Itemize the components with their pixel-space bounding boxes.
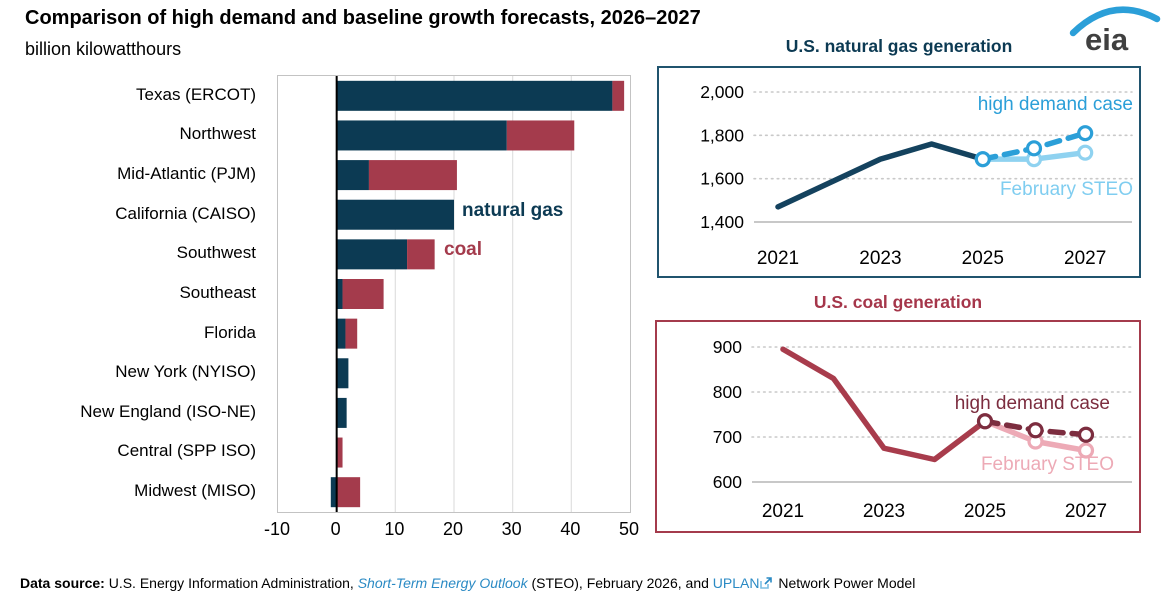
bar-category-label: New York (NYISO) <box>115 362 256 382</box>
regional-bar-chart <box>277 75 631 513</box>
natural-gas-chart-title: U.S. natural gas generation <box>785 36 1013 56</box>
y-axis-tick-label: 1,400 <box>700 212 744 232</box>
coal-chart-title: U.S. coal generation <box>813 292 983 312</box>
bar-segment-natural-gas <box>336 120 507 151</box>
bar-category-label: Northwest <box>179 124 256 144</box>
bar-segment-natural-gas <box>336 397 347 428</box>
x-axis-tick-label: -10 <box>263 519 290 539</box>
data-point-marker <box>1077 442 1095 459</box>
bar-segment-natural-gas <box>336 239 408 270</box>
bar-segment-natural-gas <box>336 160 369 191</box>
bar-category-label: Southeast <box>179 282 256 302</box>
x-axis-tick-label: 2021 <box>757 248 799 269</box>
bar-category-label: Southwest <box>176 243 256 263</box>
page-title: Comparison of high demand and baseline g… <box>25 7 701 29</box>
coal-plot: 600 700 800 900 2021 2023 2025 2027 <box>713 337 1133 522</box>
legend-natural-gas: natural gas <box>462 200 564 221</box>
bar-segment-coal <box>368 160 457 191</box>
x-axis-tick-label: 10 <box>384 519 405 539</box>
bar-category-labels: Texas (ERCOT) Northwest Mid-Atlantic (PJM)… <box>0 75 266 511</box>
x-axis-tick-label: 2025 <box>962 248 1004 269</box>
y-axis-tick-label: 600 <box>713 472 742 492</box>
label-february-steo: February STEO <box>980 454 1114 475</box>
label-february-steo: February STEO <box>999 179 1133 200</box>
bar-x-axis: -10 0 10 20 30 40 50 <box>264 519 639 543</box>
x-axis-tick-label: 2027 <box>1064 248 1106 269</box>
data-point-marker <box>1077 125 1094 142</box>
natural-gas-plot: 1,400 1,600 1,800 2,000 2021 2023 2025 2027 <box>700 82 1133 269</box>
eia-logo: eia <box>1069 6 1161 54</box>
eia-logo-swoosh-icon <box>1069 6 1161 37</box>
data-point-marker <box>974 151 991 168</box>
y-axis-tick-label: 900 <box>713 337 742 357</box>
data-point-marker <box>976 413 994 430</box>
data-point-marker <box>1025 140 1043 157</box>
bar-category-label: California (CAISO) <box>115 203 256 223</box>
bar-segment-natural-gas <box>336 318 346 349</box>
eia-logo-text: eia <box>1085 22 1129 54</box>
bar-category-label: Texas (ERCOT) <box>136 84 256 104</box>
x-axis-tick-label: 2025 <box>964 501 1006 522</box>
label-high-demand-case: high demand case <box>977 94 1133 115</box>
bar-segment-coal <box>336 477 361 508</box>
x-axis-tick-label: 2021 <box>762 501 804 522</box>
bar-segment-natural-gas <box>336 358 349 389</box>
data-source-text: (STEO), February 2026, and <box>527 575 713 591</box>
data-source-text: U.S. Energy Information Administration, <box>104 575 358 591</box>
bar-segment-natural-gas <box>336 80 613 111</box>
x-axis-tick-label: 40 <box>560 519 581 539</box>
bar-category-label: Midwest (MISO) <box>134 481 256 501</box>
bar-category-label: Central (SPP ISO) <box>117 441 256 461</box>
bar-category-label: Florida <box>204 322 256 342</box>
x-axis-tick-label: 50 <box>618 519 640 539</box>
data-point-marker <box>1077 426 1095 443</box>
bar-segment-natural-gas <box>336 279 343 309</box>
bar-segment-natural-gas <box>336 199 454 230</box>
y-axis-tick-label: 700 <box>713 427 742 447</box>
x-axis-tick-label: 20 <box>442 519 464 539</box>
data-source-text: Network Power Model <box>774 575 916 591</box>
data-point-marker <box>1077 144 1094 161</box>
steo-link[interactable]: Short-Term Energy Outlook <box>357 575 528 591</box>
x-axis-tick-label: 0 <box>330 519 341 539</box>
data-point-marker <box>1027 422 1044 439</box>
uplan-link[interactable]: UPLAN <box>712 575 760 591</box>
bar-segment-natural-gas <box>330 477 337 508</box>
data-source-label: Data source: <box>20 575 105 591</box>
page-subtitle: billion kilowatthours <box>25 39 182 59</box>
bar-category-label: New England (ISO-NE) <box>80 401 256 421</box>
bar-segment-coal <box>342 279 384 309</box>
series-line-history <box>780 346 988 463</box>
y-axis-tick-label: 2,000 <box>700 82 744 102</box>
bar-segment-coal <box>612 80 625 111</box>
natural-gas-panel: 1,400 1,600 1,800 2,000 2021 2023 2025 2027 hig… <box>657 66 1141 278</box>
external-link-icon <box>760 577 773 589</box>
series-line-history <box>775 141 986 210</box>
bar-segment-coal <box>506 120 575 151</box>
legend-coal: coal <box>444 239 483 260</box>
bar-segment-coal <box>336 437 343 468</box>
label-high-demand-case: high demand case <box>954 393 1110 414</box>
coal-panel: 600 700 800 900 2021 2023 2025 2027 high demand… <box>655 320 1141 533</box>
bar-segment-coal <box>345 318 358 349</box>
y-axis-tick-label: 800 <box>713 382 742 402</box>
y-axis-tick-label: 1,800 <box>700 125 744 145</box>
y-axis-tick-label: 1,600 <box>700 169 744 189</box>
bar-plot <box>330 76 625 512</box>
data-source: Data source: U.S. Energy Information Adm… <box>20 575 915 591</box>
x-axis-tick-label: 2027 <box>1065 501 1107 522</box>
x-axis-tick-label: 2023 <box>859 248 901 269</box>
bar-category-label: Mid-Atlantic (PJM) <box>117 164 256 184</box>
x-axis-tick-label: 30 <box>501 519 522 539</box>
x-axis-tick-label: 2023 <box>863 501 905 522</box>
bar-segment-coal <box>407 239 435 270</box>
